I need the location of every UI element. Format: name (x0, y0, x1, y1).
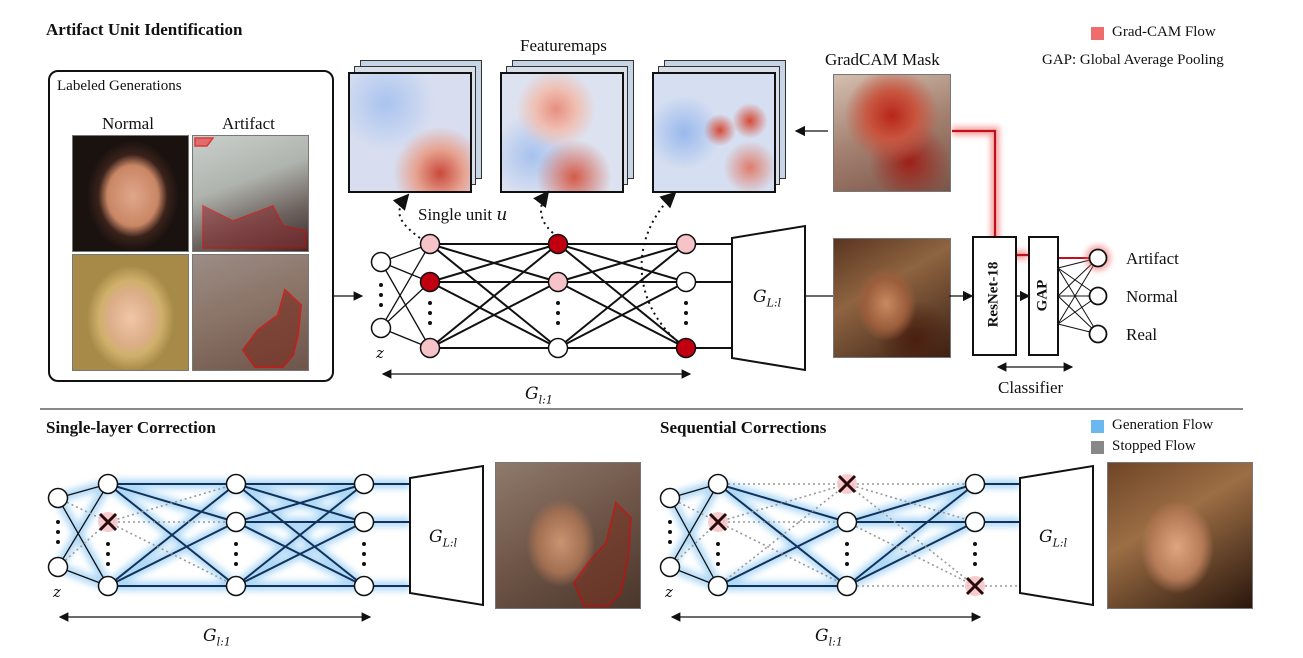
unit-to-featuremap-arrow-2 (533, 190, 554, 234)
artifact-mask-outline-2 (241, 288, 303, 368)
single-unit-label: Single unit u (418, 205, 508, 225)
g-l1-label-top: Gl:1 (525, 384, 553, 407)
gradcam-mask-image (833, 74, 951, 192)
artifact-face-image-2 (192, 254, 309, 371)
g-Ll-label-sequential: GL:l (1039, 527, 1068, 550)
legend-stopped-swatch (1091, 441, 1104, 454)
legend-gradcam-swatch (1091, 27, 1104, 40)
section-title-sequential-corrections: Sequential Corrections (660, 418, 827, 437)
legend-generation-swatch (1091, 420, 1104, 433)
featuremaps-label: Featuremaps (520, 36, 607, 55)
unit-to-featuremap-arrow-3 (640, 191, 679, 343)
output-real-label: Real (1126, 325, 1158, 344)
sequential-removed-unit-x-1 (708, 512, 728, 532)
output-normal-label: Normal (1126, 287, 1178, 306)
generator-trapezoid-sequential (1019, 464, 1094, 607)
gap-box (1028, 236, 1059, 356)
g-l1-label-single: Gl:1 (203, 626, 231, 649)
normal-face-image-2 (72, 254, 189, 371)
output-artifact-node (1088, 248, 1108, 268)
sequential-result-image (1107, 462, 1253, 609)
column-artifact-label: Artifact (222, 114, 275, 133)
g-l1-label-sequential: Gl:1 (815, 626, 843, 649)
g-Ll-label-top: GL:l (753, 287, 782, 310)
sequential-removed-unit-x-3 (965, 576, 985, 596)
output-normal-node (1088, 286, 1108, 306)
legend-gradcam-label: Grad-CAM Flow (1112, 24, 1216, 40)
unit-to-featuremap-arrow-1 (392, 193, 421, 239)
z-label-single: z (53, 583, 61, 601)
sequential-removed-unit-x-2 (837, 474, 857, 494)
single-layer-artifact-mask (572, 501, 633, 607)
legend-generation-label: Generation Flow (1112, 417, 1214, 433)
legend-stopped-label: Stopped Flow (1112, 438, 1196, 454)
output-artifact-label: Artifact (1126, 249, 1179, 268)
g-Ll-label-single: GL:l (429, 527, 458, 550)
generator-trapezoid-single (409, 464, 484, 607)
single-layer-network (47, 473, 410, 597)
section-title-single-layer-correction: Single-layer Correction (46, 418, 216, 437)
top-network-dense-edges (429, 243, 732, 349)
artifact-mask-outline-1 (194, 137, 307, 249)
legend-gap-label: GAP: Global Average Pooling (1042, 52, 1224, 68)
labeled-generations-panel: Labeled Generations Normal Artifact (48, 70, 334, 382)
single-layer-result-image (495, 462, 641, 609)
z-label-top: z (376, 344, 384, 362)
output-real-node (1088, 324, 1108, 344)
top-network-ellipsis (379, 283, 688, 325)
labeled-generations-title: Labeled Generations (57, 78, 182, 94)
artifact-face-image-1 (192, 135, 309, 252)
classifier-label: Classifier (998, 378, 1064, 397)
single-layer-removed-unit-x (98, 512, 118, 532)
gradcam-mask-label: GradCAM Mask (825, 50, 940, 69)
featuremap-stack-3 (652, 60, 797, 195)
column-normal-label: Normal (102, 114, 154, 133)
featuremap-stack-2 (500, 60, 645, 195)
z-label-sequential: z (665, 583, 673, 601)
normal-face-image-1 (72, 135, 189, 252)
generated-face-image (833, 238, 951, 358)
top-network-nodes (370, 233, 697, 359)
sequential-network (659, 473, 1020, 597)
section-title-artifact-unit-identification: Artifact Unit Identification (46, 20, 243, 39)
generator-trapezoid-top (731, 224, 806, 372)
featuremap-stack-1 (348, 60, 493, 195)
